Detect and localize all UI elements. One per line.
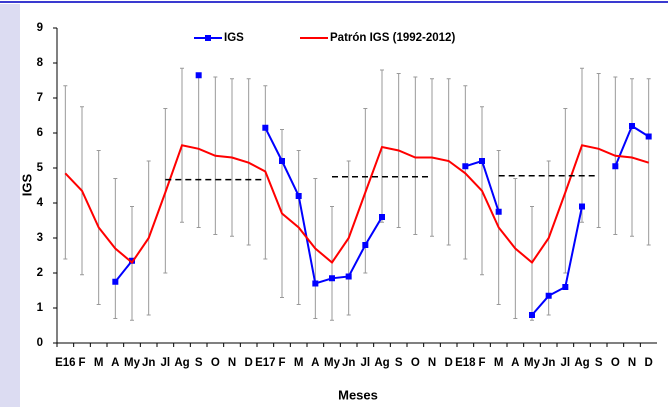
legend-marker bbox=[205, 35, 211, 41]
x-tick-label: S bbox=[395, 357, 403, 369]
x-tick-label: E18 bbox=[455, 357, 476, 369]
series-line bbox=[64, 144, 649, 264]
x-tick-label: D bbox=[645, 357, 653, 369]
point bbox=[545, 292, 552, 299]
y-tick-label: 9 bbox=[37, 22, 43, 34]
x-tick-label: N bbox=[228, 357, 236, 369]
x-tick-label: D bbox=[245, 357, 253, 369]
x-tick-label: F bbox=[278, 357, 285, 369]
point bbox=[262, 124, 269, 131]
x-tick-label: Ag bbox=[374, 357, 389, 369]
point bbox=[379, 214, 385, 220]
legend-label: Patrón IGS (1992-2012) bbox=[330, 32, 455, 44]
x-tick-label: Jn bbox=[342, 357, 355, 369]
x-tick-label: Ag bbox=[174, 357, 189, 369]
point bbox=[362, 242, 369, 248]
y-tick-label: 1 bbox=[37, 302, 44, 314]
y-tick-label: 7 bbox=[37, 92, 43, 104]
x-tick-label: A bbox=[511, 357, 519, 369]
point bbox=[479, 158, 485, 164]
x-tick-label: A bbox=[111, 357, 119, 369]
x-tick-label: My bbox=[324, 357, 341, 369]
x-tick-label: Jl bbox=[361, 357, 371, 369]
y-tick-label: 2 bbox=[37, 267, 43, 279]
x-tick-label: O bbox=[411, 357, 420, 369]
x-tick-label: Jn bbox=[142, 357, 155, 369]
point bbox=[562, 284, 569, 290]
x-tick-label: S bbox=[195, 357, 203, 369]
x-tick-label: F bbox=[78, 357, 85, 369]
x-tick-label: N bbox=[428, 357, 436, 369]
x-tick-label: O bbox=[611, 357, 620, 369]
point bbox=[279, 158, 285, 164]
y-tick-label: 5 bbox=[37, 162, 44, 174]
x-tick-label: Jl bbox=[161, 357, 171, 369]
point bbox=[579, 203, 585, 210]
x-tick-label: O bbox=[211, 357, 220, 369]
point bbox=[329, 275, 335, 282]
point bbox=[529, 312, 535, 318]
y-tick-label: 4 bbox=[37, 197, 44, 209]
point bbox=[295, 193, 302, 199]
x-axis-title: Meses bbox=[338, 387, 378, 402]
y-tick-label: 0 bbox=[37, 337, 43, 349]
x-tick-label: A bbox=[311, 357, 319, 369]
y-tick-label: 8 bbox=[37, 57, 44, 69]
point bbox=[195, 72, 202, 79]
point bbox=[345, 273, 352, 280]
point bbox=[645, 133, 652, 140]
x-tick-label: M bbox=[494, 357, 504, 369]
x-tick-label: N bbox=[628, 357, 636, 369]
y-tick-label: 6 bbox=[37, 127, 43, 139]
point bbox=[629, 123, 635, 129]
x-tick-label: E17 bbox=[255, 357, 275, 369]
point bbox=[495, 208, 502, 215]
legend-label: IGS bbox=[224, 32, 244, 44]
point bbox=[312, 280, 319, 287]
point bbox=[612, 163, 619, 170]
x-tick-label: F bbox=[478, 357, 485, 369]
point bbox=[112, 278, 119, 285]
x-tick-label: M bbox=[294, 357, 304, 369]
x-tick-label: D bbox=[445, 357, 453, 369]
y-tick-label: 3 bbox=[37, 232, 43, 244]
x-tick-label: Jn bbox=[542, 357, 555, 369]
x-tick-label: M bbox=[94, 357, 104, 369]
x-tick-label: S bbox=[595, 357, 603, 369]
x-tick-label: Jl bbox=[561, 357, 571, 369]
y-axis-title: IGS bbox=[19, 173, 34, 196]
x-tick-label: E16 bbox=[55, 357, 75, 369]
side-band bbox=[0, 4, 20, 407]
x-tick-label: My bbox=[524, 357, 541, 369]
point bbox=[462, 163, 469, 170]
dashed-line bbox=[165, 174, 599, 181]
x-tick-label: My bbox=[124, 357, 141, 369]
x-tick-label: Ag bbox=[574, 357, 589, 369]
